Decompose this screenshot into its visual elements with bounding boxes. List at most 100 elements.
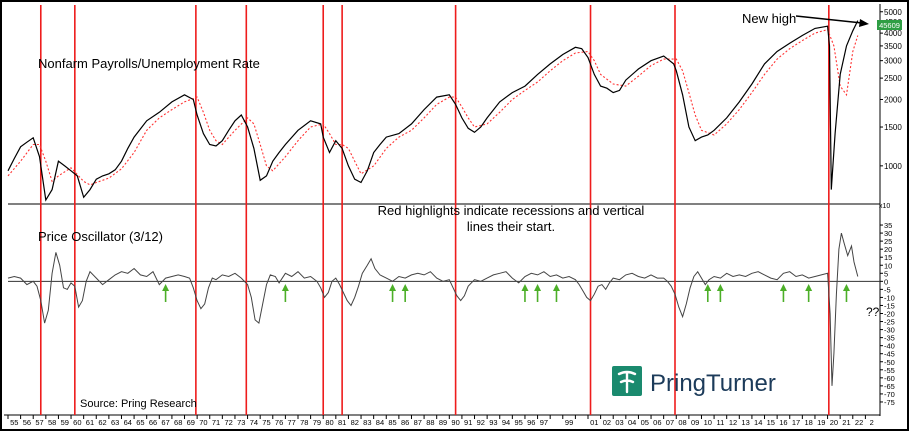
buy-signal-arrow	[552, 284, 560, 302]
x-tick-label: 87	[414, 418, 422, 427]
x-tick-label: 77	[288, 418, 296, 427]
lower-y-tick-label: -50	[884, 358, 895, 367]
buy-signal-arrow	[805, 284, 813, 302]
x-tick-label: 75	[262, 418, 270, 427]
x-tick-label: 99	[565, 418, 573, 427]
lower-y-tick-label: -55	[884, 366, 895, 375]
x-tick-label: 67	[161, 418, 169, 427]
x-tick-label: 17	[792, 418, 800, 427]
x-tick-label: 03	[615, 418, 623, 427]
x-tick-label: 05	[641, 418, 649, 427]
x-tick-label: 71	[212, 418, 220, 427]
moving-average-line	[7, 28, 859, 186]
recession-note-line-2: lines their start.	[467, 219, 555, 234]
buy-signal-arrows	[162, 284, 850, 302]
lower-y-tick-label: 5	[884, 269, 888, 278]
upper-y-tick-label: 5000	[884, 8, 902, 17]
x-tick-label: 81	[338, 418, 346, 427]
x-axis: 55 56 57 58 59 60 61 62 63 64 65 66 67 68 69 70 71 72 73 74…	[7, 415, 874, 427]
x-tick-label: 55	[10, 418, 18, 427]
x-tick-label: 15	[767, 418, 775, 427]
upper-y-tick-label: 1500	[884, 123, 902, 132]
x-tick-label: 97	[540, 418, 548, 427]
x-tick-label: 57	[35, 418, 43, 427]
x-tick-label: 92	[477, 418, 485, 427]
lower-y-tick-label: -15	[884, 301, 895, 310]
lower-y-tick-label: -35	[884, 334, 895, 343]
x-tick-label: 08	[678, 418, 686, 427]
x-tick-label: 93	[489, 418, 497, 427]
buy-signal-arrow	[779, 284, 787, 302]
upper-y-tick-label: 4000	[884, 29, 902, 38]
brand-logo: PringTurner	[612, 366, 776, 397]
upper-y-tick-label: 1000	[884, 162, 902, 171]
new-high-arrowhead	[859, 19, 869, 27]
x-tick-label: 61	[86, 418, 94, 427]
recession-lines	[39, 5, 830, 415]
x-tick-label: 06	[653, 418, 661, 427]
upper-panel-title: Nonfarm Payrolls/Unemployment Rate	[38, 56, 260, 71]
new-high-arrow	[795, 15, 863, 24]
buy-signal-arrow	[534, 284, 542, 302]
x-tick-label: 90	[451, 418, 459, 427]
lower-y-tick-label: -25	[884, 318, 895, 327]
x-tick-label: 72	[224, 418, 232, 427]
x-tick-label: 88	[426, 418, 434, 427]
x-tick-label: 04	[628, 418, 636, 427]
buy-signal-arrow	[704, 284, 712, 302]
x-tick-label: 12	[729, 418, 737, 427]
x-tick-label: 68	[174, 418, 182, 427]
buy-signal-arrow	[162, 284, 170, 302]
oscillator-scale-label: x10	[879, 203, 890, 210]
lower-y-tick-label: 30	[884, 229, 892, 238]
x-tick-label: 74	[250, 418, 258, 427]
current-value-label: 45609	[879, 21, 900, 30]
lower-y-axis: 35302520151050-5-10-15-20-25-30-35-40-45…	[880, 221, 895, 407]
payrolls-ratio-line	[7, 20, 859, 202]
question-marks-annotation: ??	[866, 305, 880, 319]
x-tick-label: 13	[741, 418, 749, 427]
x-tick-label: 14	[754, 418, 762, 427]
x-tick-label: 94	[502, 418, 510, 427]
oscillator-series	[7, 232, 859, 386]
x-tick-label: 91	[464, 418, 472, 427]
lower-y-tick-label: 35	[884, 221, 892, 230]
lower-y-tick-label: 0	[884, 277, 888, 286]
upper-y-axis: 100015002000250030003500400045005000	[880, 8, 902, 171]
x-tick-label: 65	[136, 418, 144, 427]
oscillator-line	[7, 232, 859, 386]
lower-y-tick-label: 15	[884, 253, 892, 262]
x-tick-label: 02	[603, 418, 611, 427]
x-tick-label: 85	[388, 418, 396, 427]
x-tick-label: 66	[149, 418, 157, 427]
lower-y-tick-label: -60	[884, 374, 895, 383]
x-tick-label: 19	[817, 418, 825, 427]
x-tick-label: 78	[300, 418, 308, 427]
x-tick-label: 10	[704, 418, 712, 427]
x-tick-label: 70	[199, 418, 207, 427]
x-tick-label: 01	[590, 418, 598, 427]
x-tick-label: 89	[439, 418, 447, 427]
lower-y-tick-label: -20	[884, 310, 895, 319]
x-tick-label: 64	[124, 418, 132, 427]
upper-y-tick-label: 3000	[884, 57, 902, 66]
upper-panel-series	[7, 20, 859, 202]
buy-signal-arrow	[401, 284, 409, 302]
x-tick-label: 07	[666, 418, 674, 427]
x-tick-label: 79	[313, 418, 321, 427]
lower-y-tick-label: 10	[884, 261, 892, 270]
x-tick-label: 82	[351, 418, 359, 427]
x-tick-label: 80	[325, 418, 333, 427]
x-tick-label: 16	[779, 418, 787, 427]
recession-note-line-1: Red highlights indicate recessions and v…	[378, 203, 645, 218]
lower-y-tick-label: 25	[884, 237, 892, 246]
source-note: Source: Pring Research	[80, 398, 197, 410]
buy-signal-arrow	[521, 284, 529, 302]
lower-y-tick-label: -5	[884, 285, 891, 294]
lower-y-tick-label: 20	[884, 245, 892, 254]
lower-y-tick-label: -75	[884, 398, 895, 407]
x-tick-label: 2	[870, 418, 874, 427]
x-tick-label: 83	[363, 418, 371, 427]
lower-y-tick-label: -45	[884, 350, 895, 359]
